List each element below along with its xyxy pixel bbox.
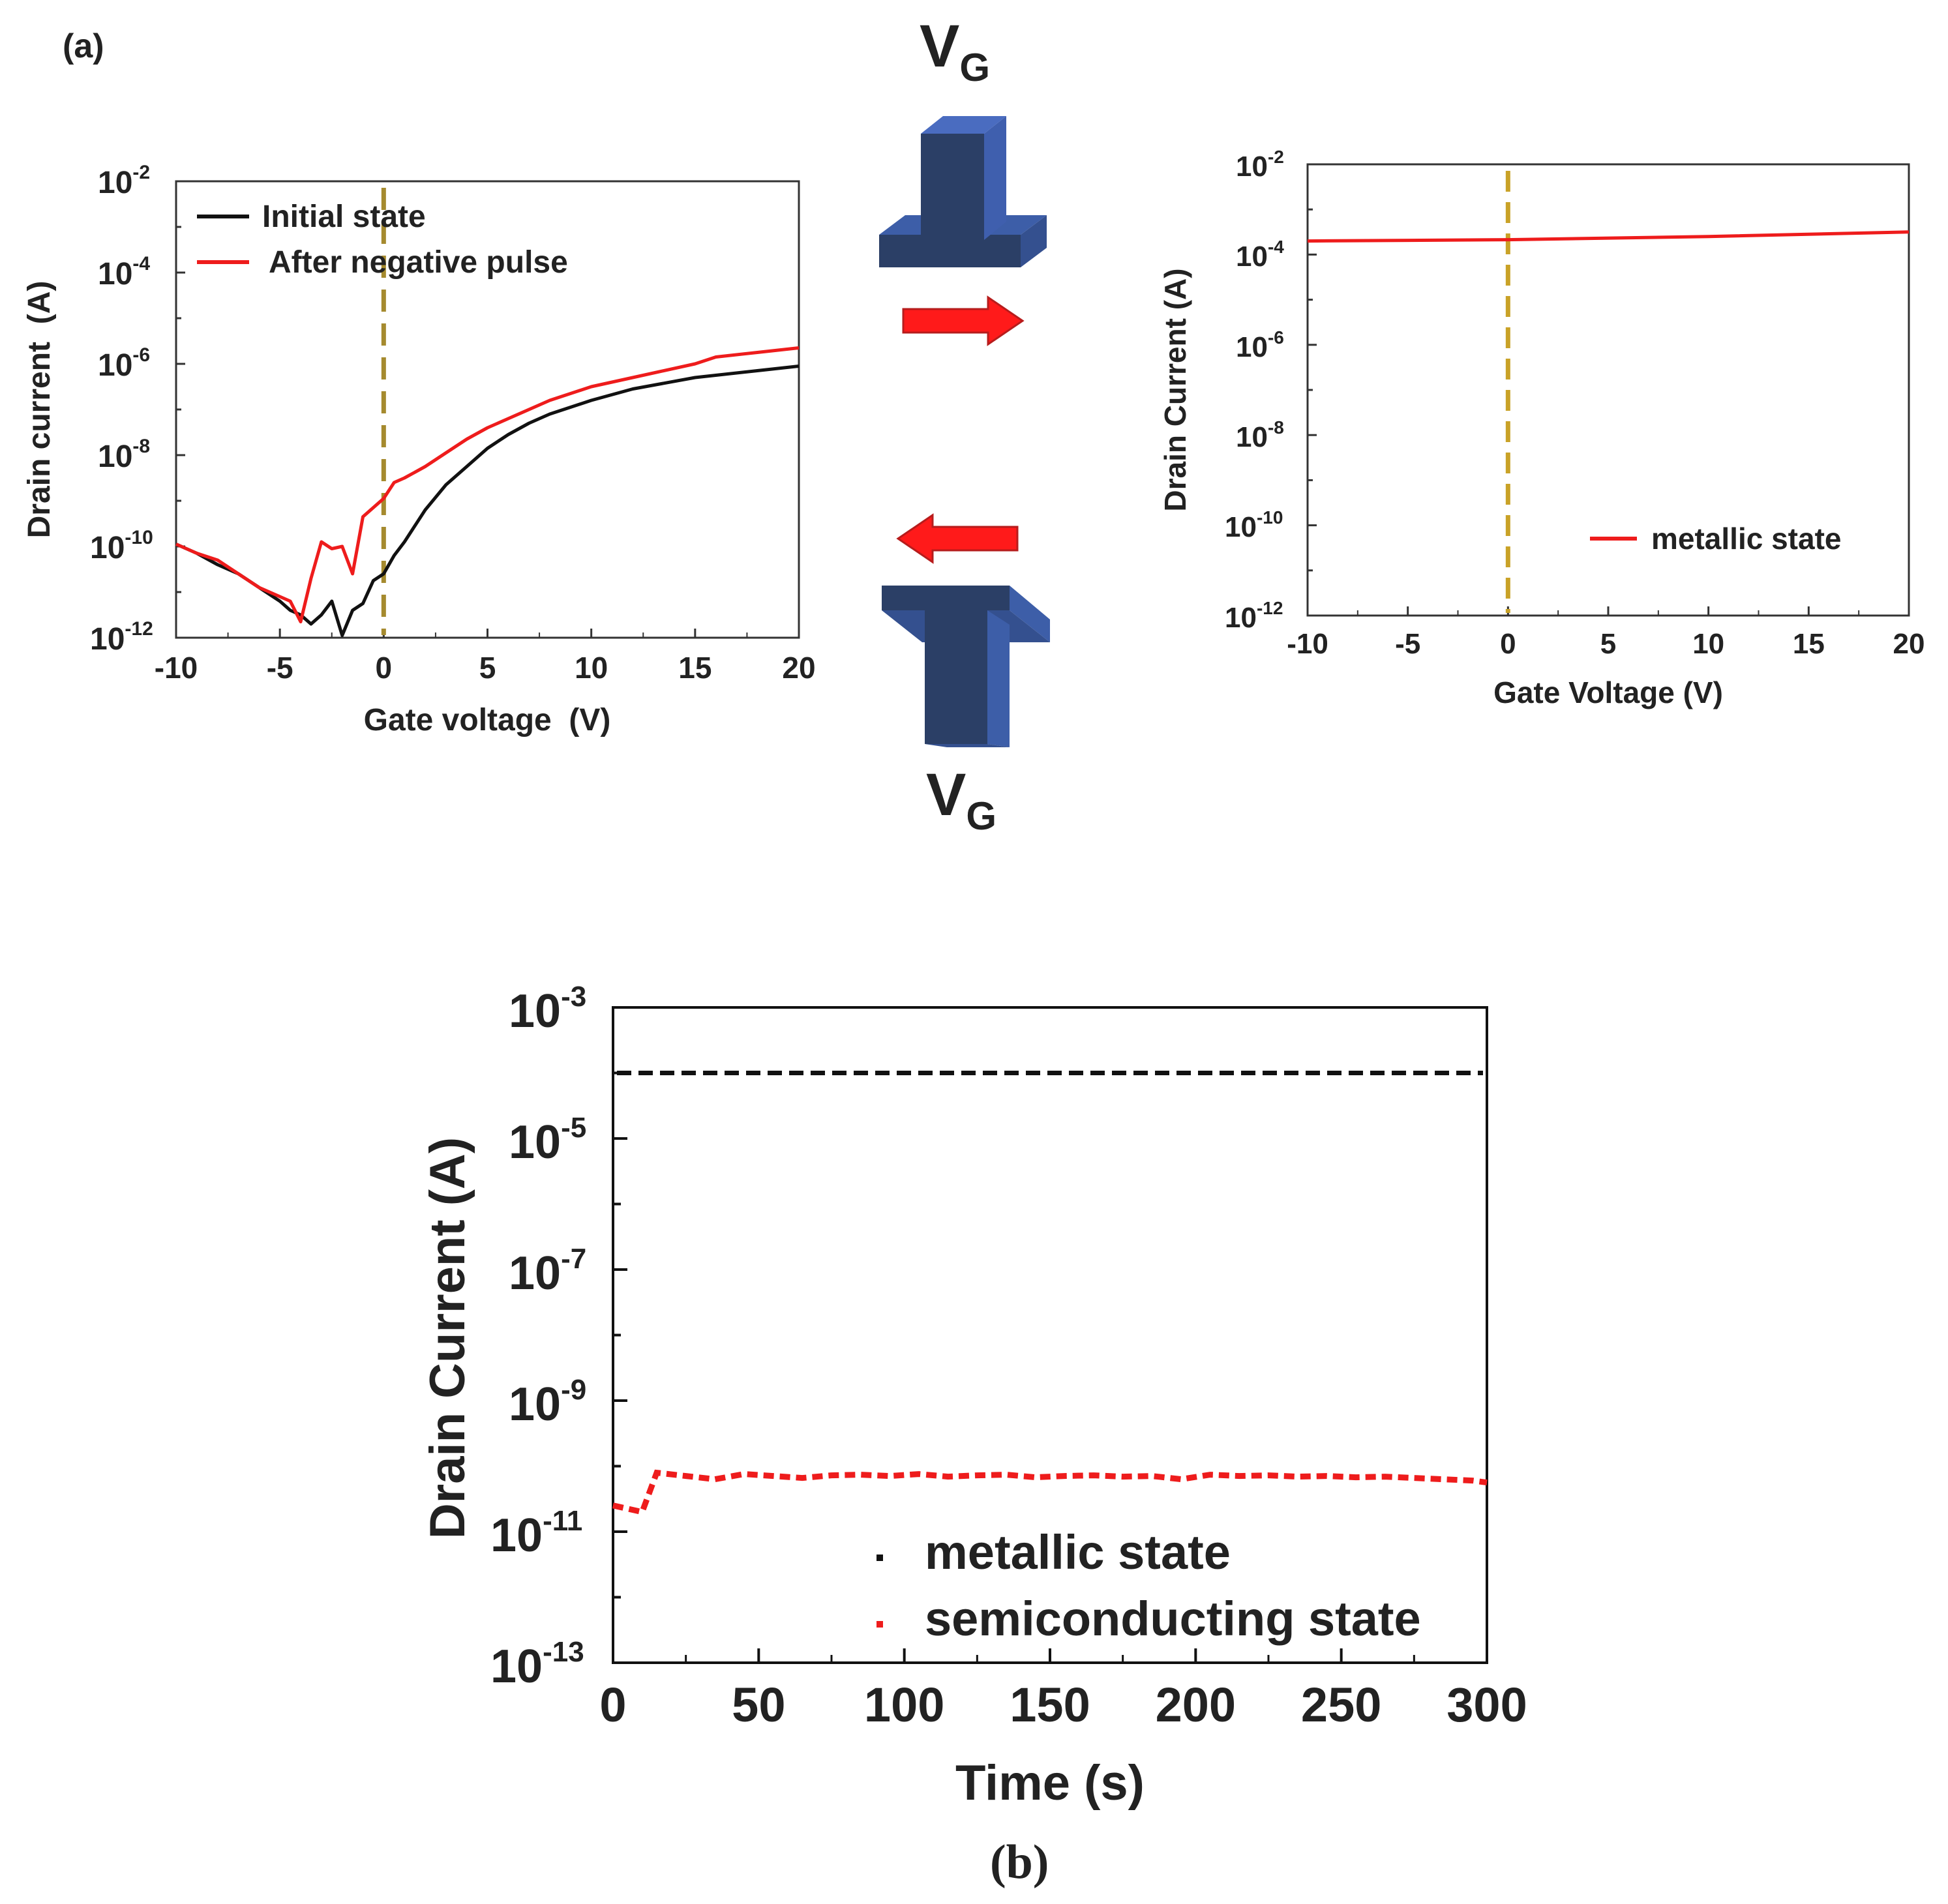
bottom-block-stem-bottom-face xyxy=(925,744,1010,747)
b-ytick-label: 10-3 xyxy=(509,981,586,1037)
bottom-block-base-side-face xyxy=(1010,586,1050,642)
b-ticks xyxy=(612,1006,1488,1664)
a2-ytick-label: 10-8 xyxy=(1236,417,1284,453)
panel-a-label: (a) xyxy=(63,27,104,65)
a1-xtick-label: -5 xyxy=(267,651,293,685)
a1-xtick-label: 0 xyxy=(376,651,393,685)
a1-ytick-label: 10-6 xyxy=(98,344,150,383)
gate-block-top xyxy=(879,116,1047,267)
b-xtick-label: 100 xyxy=(864,1678,944,1732)
b-legend-marker-semiconducting xyxy=(877,1621,883,1628)
a1-ytick-label: 10-8 xyxy=(98,436,150,474)
bottom-block-stem-side-face xyxy=(987,610,1010,747)
gate-block-bottom xyxy=(882,586,1050,747)
a1-ytick-label: 10-4 xyxy=(98,253,150,291)
b-ytick-label: 10-9 xyxy=(509,1374,586,1431)
a1-xtick-label: 10 xyxy=(575,651,608,685)
arrow-left-shape xyxy=(896,513,1019,564)
a1-ytick-label: 10-10 xyxy=(90,527,153,565)
a2-xtick-label: 15 xyxy=(1793,628,1825,660)
b-legend: metallic state semiconducting state xyxy=(877,1525,1421,1646)
b-ytick-label: 10-13 xyxy=(490,1636,584,1693)
a2-legend: metallic state xyxy=(1590,522,1841,556)
b-x-axis-title: Time (s) xyxy=(955,1755,1145,1811)
b-xtick-label: 250 xyxy=(1301,1678,1381,1732)
top-block-base-front-face xyxy=(879,235,1021,267)
a1-xtick-label: -10 xyxy=(155,651,198,685)
a2-xtick-label: 20 xyxy=(1893,628,1925,660)
chart-a2: 10-2 10-4 10-6 10-8 10-10 10-12 -10 -5 0 5 1… xyxy=(1158,147,1925,709)
b-y-tick-labels: 10-3 10-5 10-7 10-9 10-11 10-13 xyxy=(490,981,586,1693)
a1-legend-label-initial: Initial state xyxy=(262,200,426,234)
a2-y-tick-labels: 10-2 10-4 10-6 10-8 10-10 10-12 xyxy=(1225,147,1284,634)
b-xtick-label: 0 xyxy=(599,1678,626,1732)
b-xtick-label: 300 xyxy=(1446,1678,1527,1732)
b-legend-label-semiconducting: semiconducting state xyxy=(925,1592,1421,1646)
a1-ytick-label: 10-12 xyxy=(90,618,153,657)
a2-ytick-label: 10-4 xyxy=(1236,237,1284,273)
a2-xtick-label: 0 xyxy=(1500,628,1516,660)
panel-b-label: (b) xyxy=(990,1836,1049,1889)
arrow-right xyxy=(902,295,1025,346)
b-series-semiconducting-state xyxy=(612,1469,1488,1516)
a2-x-tick-labels: -10 -5 0 5 10 15 20 xyxy=(1287,628,1925,660)
a2-xtick-label: -5 xyxy=(1395,628,1420,660)
a1-series-initial-state xyxy=(175,364,800,637)
b-legend-label-metallic: metallic state xyxy=(925,1525,1231,1579)
b-xtick-label: 150 xyxy=(1010,1678,1090,1732)
a1-series-after-negative-pulse xyxy=(175,346,800,623)
b-xtick-label: 200 xyxy=(1156,1678,1236,1732)
top-block-stem-top-face xyxy=(921,116,1006,134)
b-xtick-label: 50 xyxy=(732,1678,785,1732)
b-x-tick-labels: 0 50 100 150 200 250 300 xyxy=(599,1678,1527,1732)
gate-switch-diagram: VG VG xyxy=(879,13,1050,838)
b-ytick-label: 10-11 xyxy=(490,1505,582,1562)
a1-x-axis-title: Gate voltage (V) xyxy=(364,703,611,737)
a2-ytick-label: 10-10 xyxy=(1225,507,1283,543)
a2-ytick-label: 10-2 xyxy=(1236,147,1284,183)
vg-label-bottom: VG xyxy=(926,762,996,838)
chart-b: 10-3 10-5 10-7 10-9 10-11 10-13 0 50 100 15… xyxy=(420,981,1527,1811)
b-ytick-label: 10-7 xyxy=(509,1243,586,1300)
a1-legend: Initial state After negative pulse xyxy=(197,200,568,280)
a2-legend-label-metallic: metallic state xyxy=(1651,522,1841,556)
a1-xtick-label: 5 xyxy=(479,651,496,685)
b-y-axis-title: Drain Current (A) xyxy=(420,1137,475,1539)
a2-x-axis-title: Gate Voltage (V) xyxy=(1493,676,1723,709)
top-block-stem-side-face xyxy=(984,116,1006,240)
top-block-stem-front-face xyxy=(921,134,984,240)
a1-y-axis-title: Drain current (A) xyxy=(22,281,57,539)
a1-ticks xyxy=(175,180,800,639)
bottom-block-base-front-face xyxy=(882,586,1010,610)
a1-legend-label-after: After negative pulse xyxy=(269,245,568,280)
a2-xtick-label: 5 xyxy=(1600,628,1616,660)
a2-ytick-label: 10-12 xyxy=(1225,598,1283,634)
a1-xtick-label: 15 xyxy=(678,651,712,685)
chart-a1: 10-2 10-4 10-6 10-8 10-10 10-12 -10 -5 0 5 1… xyxy=(22,162,816,737)
a2-ytick-label: 10-6 xyxy=(1236,327,1284,363)
a1-x-tick-labels: -10 -5 0 5 10 15 20 xyxy=(155,651,816,685)
a2-xtick-label: 10 xyxy=(1692,628,1724,660)
a2-y-axis-title: Drain Current (A) xyxy=(1158,268,1192,511)
arrow-right-shape xyxy=(902,295,1025,346)
a1-ytick-label: 10-2 xyxy=(98,162,150,200)
b-ytick-label: 10-5 xyxy=(509,1112,586,1168)
a2-series-metallic-state xyxy=(1307,230,1910,243)
arrow-left xyxy=(896,513,1019,564)
b-legend-marker-metallic xyxy=(877,1554,883,1561)
bottom-block-stem-front-face xyxy=(925,610,987,744)
a2-xtick-label: -10 xyxy=(1287,628,1328,660)
a1-xtick-label: 20 xyxy=(782,651,815,685)
top-block-base-side-face xyxy=(1021,215,1047,267)
a1-y-tick-labels: 10-2 10-4 10-6 10-8 10-10 10-12 xyxy=(90,162,153,657)
vg-label-top: VG xyxy=(920,13,990,89)
